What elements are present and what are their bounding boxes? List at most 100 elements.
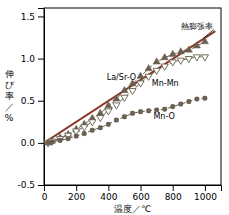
y-axis-title-line: 率: [5, 91, 14, 101]
plot-area: [44, 32, 215, 147]
point: [113, 103, 120, 109]
x-axis-title: 温度／℃: [114, 204, 151, 214]
tick: 0.0: [21, 138, 44, 148]
series: [46, 96, 207, 145]
tick: 1.0: [21, 54, 44, 64]
error-bar: [131, 112, 135, 115]
point: [97, 109, 104, 115]
point: [161, 64, 168, 70]
tick-mark: [173, 185, 174, 191]
x-axis-line: [45, 186, 222, 192]
point: [195, 97, 200, 102]
tick: -0.5: [17, 180, 44, 190]
point: [193, 42, 200, 48]
error-bar: [122, 115, 126, 118]
series: [44, 38, 208, 145]
x-axis: 0 200 400 600 800 1000: [42, 185, 222, 202]
y-axis-title-line: ／: [5, 102, 14, 112]
tick-label: 1000: [194, 192, 217, 202]
point: [201, 38, 208, 44]
point: [130, 111, 135, 116]
y-axis-title-line: 伸: [5, 69, 14, 79]
error-bar: [163, 108, 167, 111]
plot-frame: [44, 8, 221, 185]
point: [82, 131, 87, 136]
tick-mark: [38, 101, 44, 102]
point: [89, 120, 96, 126]
point: [177, 48, 184, 54]
point: [97, 116, 104, 122]
point: [153, 68, 160, 74]
tick-mark: [76, 185, 77, 191]
tick: 1.5: [21, 12, 44, 22]
point: [105, 109, 112, 115]
point: [185, 46, 192, 52]
tick-mark: [108, 185, 109, 191]
point: [50, 140, 55, 145]
tick-mark: [38, 143, 44, 144]
point: [121, 86, 128, 92]
point: [177, 58, 184, 64]
error-bar: [74, 135, 78, 138]
tick: 800: [165, 185, 182, 202]
error-bar: [46, 141, 50, 144]
error-bar: [82, 132, 86, 135]
series: [44, 32, 215, 143]
tick: 200: [68, 185, 85, 202]
error-bar: [90, 129, 94, 132]
point: [122, 114, 127, 119]
y-axis-title: 伸び率／%: [5, 69, 15, 123]
error-bar: [171, 105, 175, 108]
point: [129, 89, 136, 95]
point: [201, 55, 208, 61]
annotation: Mn-O: [153, 112, 174, 121]
point: [74, 134, 79, 139]
point: [161, 54, 168, 60]
point: [153, 58, 160, 64]
tick-mark: [205, 185, 206, 191]
y-axis: -0.5 0.0 0.5 1.0 1.5: [17, 9, 44, 191]
tick: 0: [42, 185, 48, 202]
point: [137, 81, 144, 87]
error-bar: [66, 137, 70, 140]
error-bar: [155, 108, 159, 111]
point: [169, 60, 176, 66]
tick-label: 400: [100, 192, 117, 202]
tick: 1000: [194, 185, 217, 202]
error-bar: [58, 139, 62, 142]
tick-label: 1.0: [21, 54, 36, 64]
point: [162, 107, 167, 112]
tick: 0.5: [21, 96, 44, 106]
tick-label: 200: [68, 192, 85, 202]
error-bar: [147, 109, 151, 112]
error-bar: [187, 100, 191, 103]
tick-label: 1.5: [21, 12, 35, 22]
tick: 600: [132, 185, 149, 202]
annotation: La/Sr-O: [107, 73, 136, 82]
point: [106, 122, 111, 127]
point: [193, 55, 200, 61]
tick-mark: [141, 185, 142, 191]
error-bar: [106, 123, 110, 126]
point: [170, 104, 175, 109]
tick-label: 0.5: [21, 96, 35, 106]
point: [187, 99, 192, 104]
tick-mark: [38, 16, 44, 17]
y-axis-title-line: び: [5, 80, 15, 90]
annotation: 熱膨張率: [181, 22, 213, 31]
error-bar: [114, 119, 118, 122]
chart: 0 200 400 600 800 1000 -0.5 0.0 0.5 1.0 1.5 温度／℃ 伸び率…: [0, 0, 229, 215]
annotation: Mn-Mn: [152, 79, 179, 88]
series: [44, 55, 208, 147]
point: [113, 95, 120, 101]
series-line: [48, 57, 205, 143]
point: [58, 138, 63, 143]
error-bar: [50, 140, 54, 143]
tick-label: 0.0: [21, 138, 36, 148]
tick-label: 600: [132, 192, 149, 202]
error-bar: [98, 126, 102, 129]
y-axis-title-line: %: [5, 113, 14, 123]
series-line: [44, 32, 215, 143]
error-bar: [203, 97, 207, 100]
point: [137, 72, 144, 78]
